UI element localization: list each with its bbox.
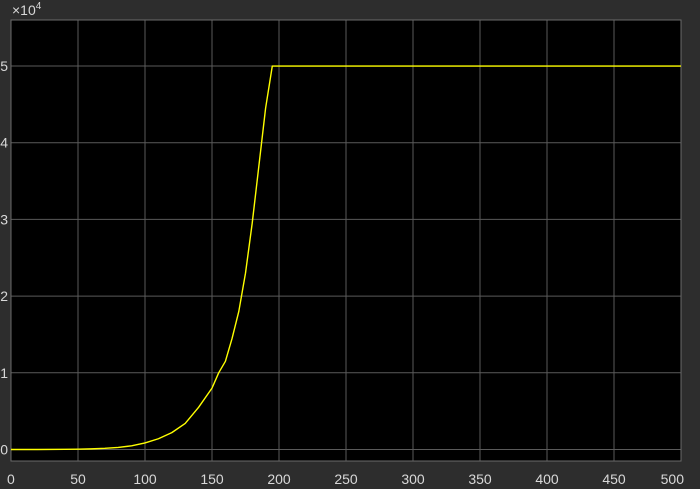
y-tick-label: 2 [0, 288, 8, 304]
y-tick-label: 5 [0, 58, 8, 74]
y-tick-label: 1 [0, 365, 8, 381]
axes-frame [10, 19, 682, 462]
y-tick-labels: 0 1 2 3 4 5 [0, 58, 8, 457]
series-layer [11, 65, 681, 451]
y-axis-multiplier-exponent: 4 [36, 1, 42, 12]
y-tick-label: 0 [0, 441, 8, 457]
x-tick-labels: 0 50 100 150 200 250 300 350 400 450 500 [7, 471, 684, 487]
y-tick-label: 3 [0, 211, 8, 227]
x-tick-label: 200 [267, 471, 291, 487]
series-line [11, 65, 681, 451]
x-tick-label: 500 [661, 471, 685, 487]
y-axis-multiplier: ×104 [12, 1, 42, 18]
x-tick-label: 450 [602, 471, 626, 487]
x-tick-label: 50 [70, 471, 86, 487]
x-tick-label: 150 [200, 471, 224, 487]
x-tick-label: 250 [334, 471, 358, 487]
x-tick-label: 400 [535, 471, 559, 487]
x-tick-label: 300 [401, 471, 425, 487]
x-tick-label: 0 [7, 471, 15, 487]
x-tick-label: 350 [468, 471, 492, 487]
y-axis-multiplier-base: ×10 [12, 2, 36, 18]
y-tick-label: 4 [0, 135, 8, 151]
x-tick-label: 100 [133, 471, 157, 487]
